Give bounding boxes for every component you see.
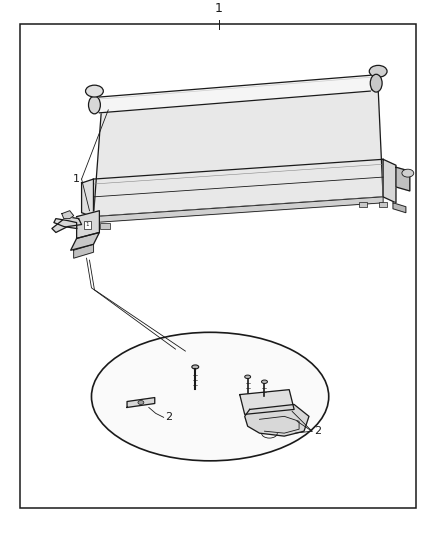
Ellipse shape — [138, 400, 144, 405]
Text: 2: 2 — [166, 413, 173, 422]
Bar — [100, 223, 110, 229]
Polygon shape — [99, 75, 370, 113]
Ellipse shape — [261, 380, 268, 383]
Ellipse shape — [369, 66, 387, 77]
Bar — [81, 223, 91, 229]
Ellipse shape — [402, 169, 414, 177]
Polygon shape — [54, 219, 77, 229]
Bar — [360, 202, 367, 207]
Text: 1: 1 — [73, 174, 80, 184]
Polygon shape — [127, 398, 155, 407]
Polygon shape — [240, 390, 294, 414]
Polygon shape — [383, 159, 396, 203]
Polygon shape — [93, 159, 383, 216]
Polygon shape — [74, 244, 93, 258]
Polygon shape — [93, 197, 383, 223]
Ellipse shape — [85, 85, 103, 97]
Polygon shape — [52, 216, 81, 232]
Ellipse shape — [88, 96, 100, 114]
Ellipse shape — [192, 365, 199, 369]
Bar — [84, 221, 92, 229]
Polygon shape — [81, 179, 93, 216]
Ellipse shape — [92, 332, 329, 461]
Ellipse shape — [370, 74, 382, 92]
Polygon shape — [396, 167, 410, 191]
Text: 2: 2 — [314, 426, 321, 436]
Polygon shape — [93, 89, 383, 216]
Polygon shape — [245, 405, 309, 436]
Bar — [379, 202, 387, 207]
Polygon shape — [393, 203, 406, 213]
Ellipse shape — [245, 375, 251, 378]
Text: 1: 1 — [215, 2, 223, 15]
Polygon shape — [71, 232, 99, 251]
Text: 1: 1 — [86, 222, 89, 227]
Polygon shape — [77, 211, 99, 238]
Polygon shape — [62, 211, 74, 219]
